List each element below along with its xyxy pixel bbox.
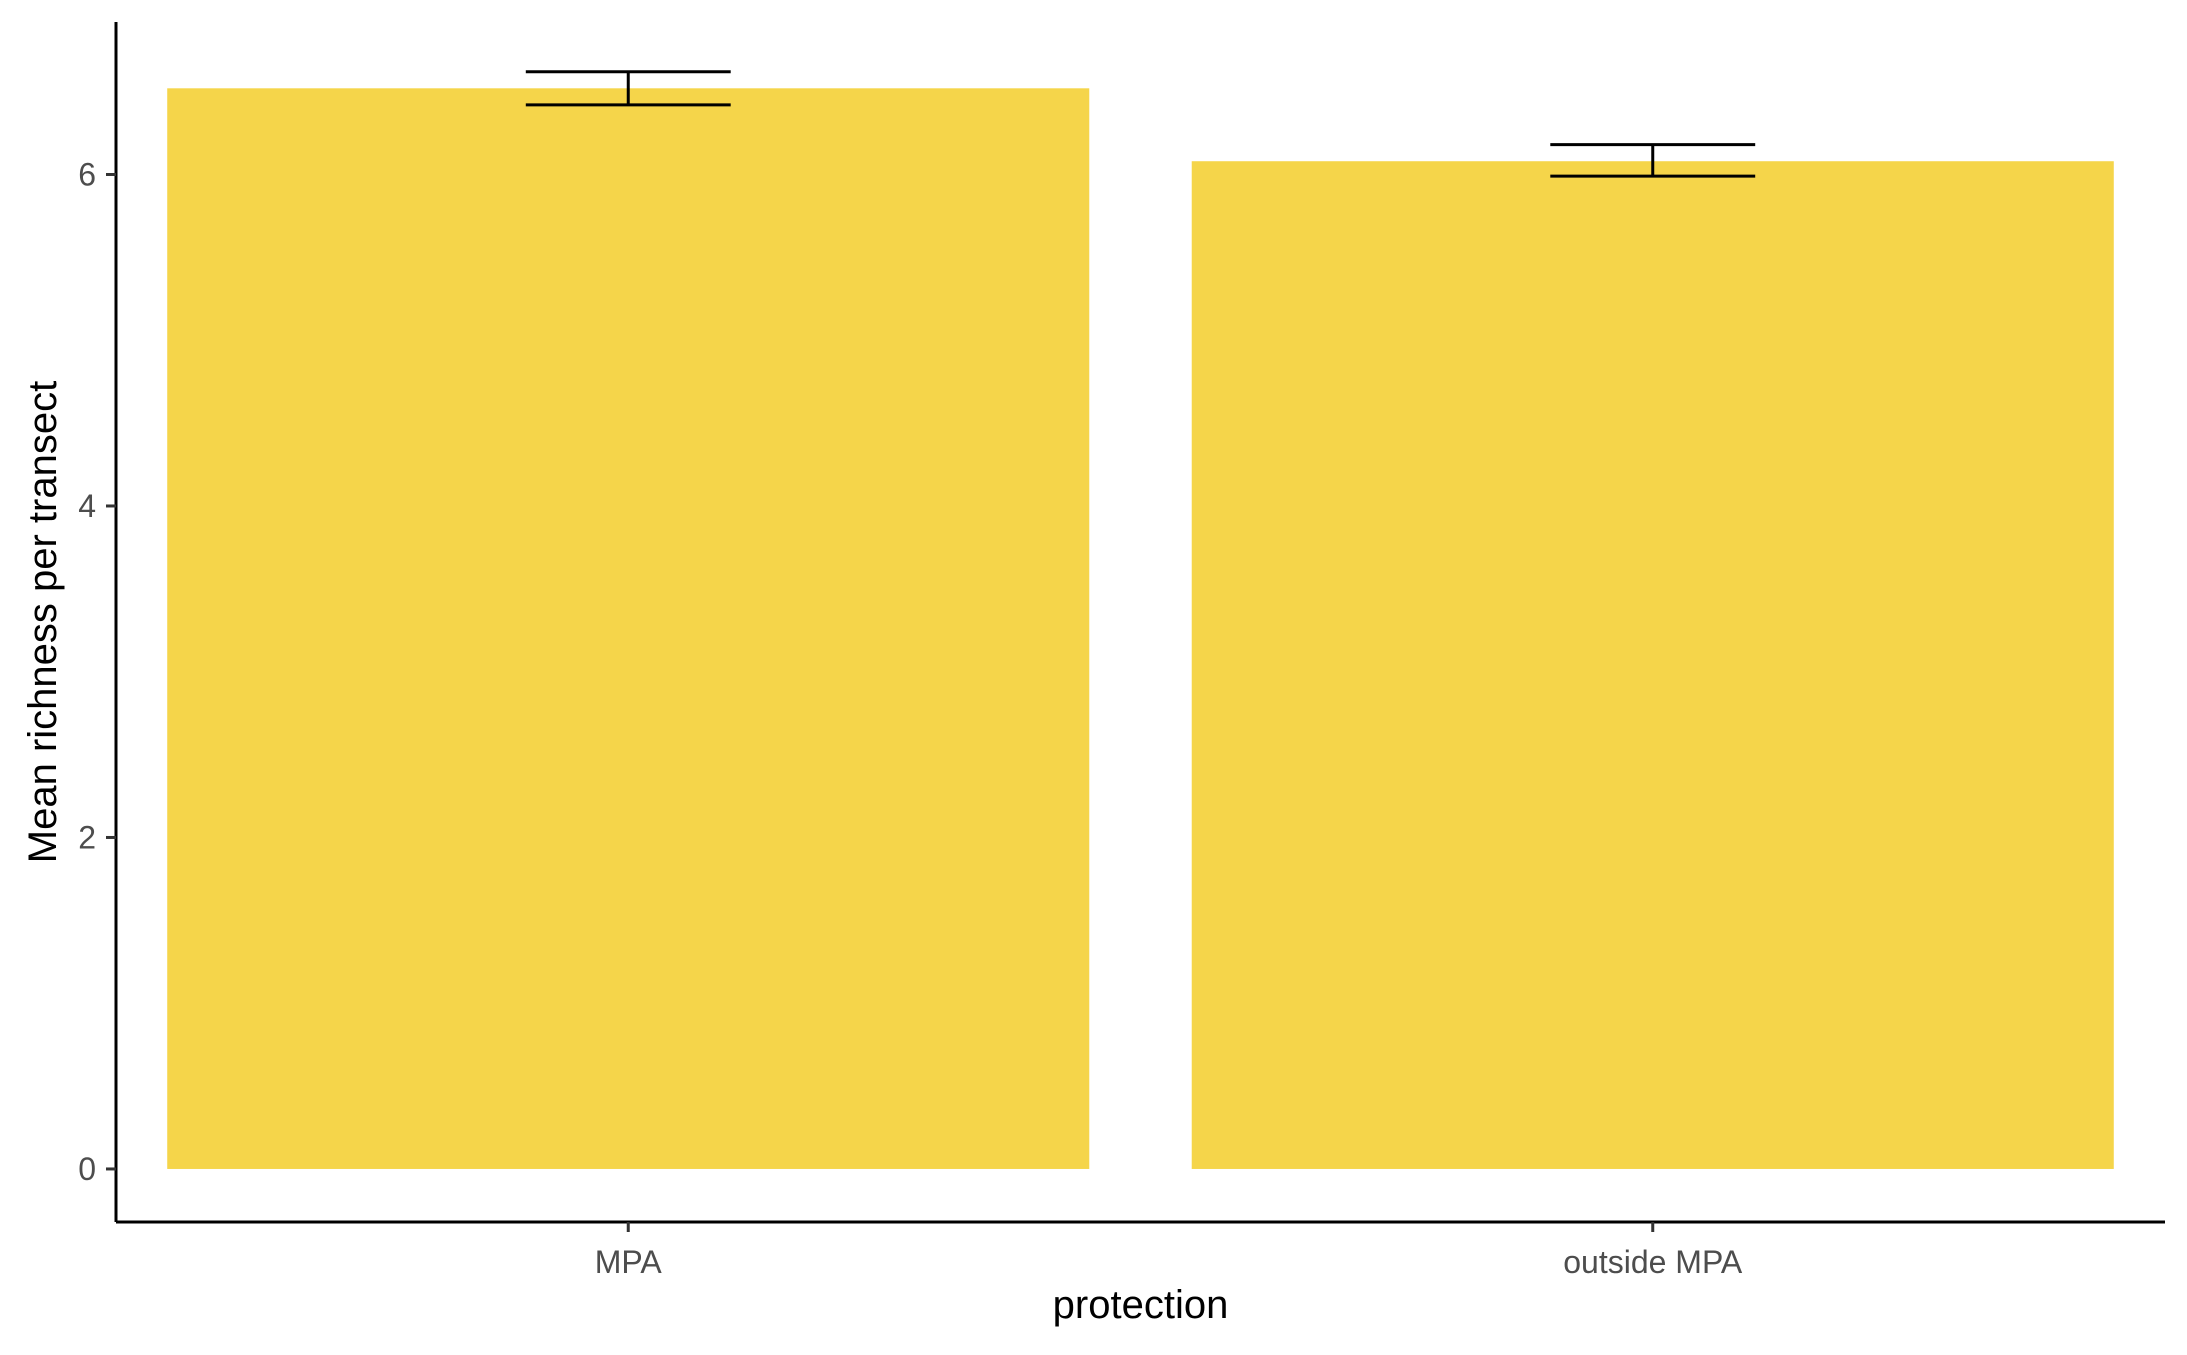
y-axis-title: Mean richness per transect <box>21 381 65 863</box>
x-tick-label: MPA <box>595 1244 663 1280</box>
x-axis-title: protection <box>1053 1283 1229 1327</box>
x-ticks-layer: MPA outside MPA <box>595 1222 1743 1280</box>
y-tick-label: 4 <box>78 488 96 524</box>
axes-layer <box>114 22 2165 1224</box>
y-tick-label: 2 <box>78 819 96 855</box>
y-tick-label: 0 <box>78 1151 96 1187</box>
bars-layer <box>167 88 2114 1169</box>
y-ticks-layer: 0 2 4 6 <box>78 156 116 1187</box>
y-tick-label: 6 <box>78 156 96 192</box>
error-bars-layer <box>525 70 1756 178</box>
x-tick-label: outside MPA <box>1563 1244 1743 1280</box>
bar-mpa <box>167 88 1090 1169</box>
bar-outside-mpa <box>1191 161 2114 1169</box>
